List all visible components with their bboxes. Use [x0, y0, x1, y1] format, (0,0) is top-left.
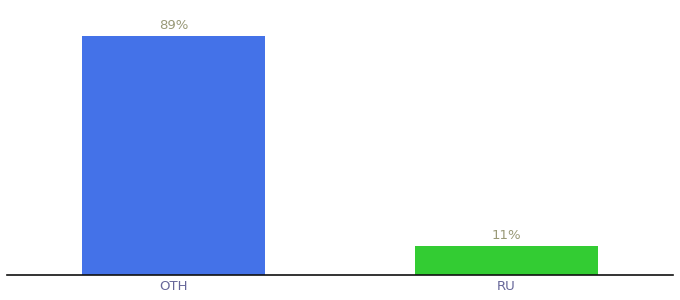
Text: 89%: 89%: [159, 20, 188, 32]
Text: 11%: 11%: [492, 229, 522, 242]
Bar: [415, 246, 598, 275]
Bar: [82, 37, 265, 275]
